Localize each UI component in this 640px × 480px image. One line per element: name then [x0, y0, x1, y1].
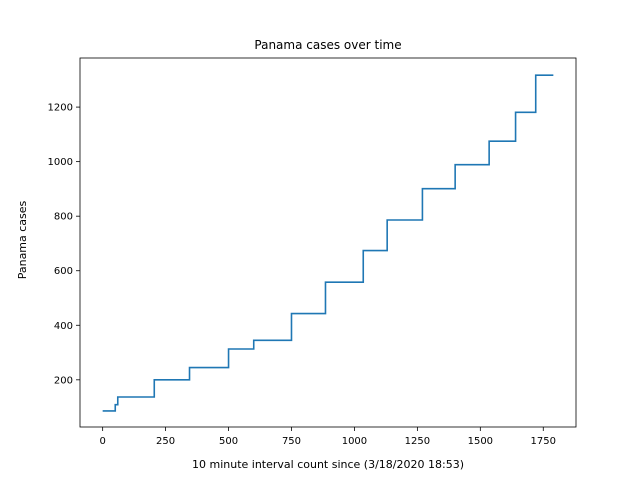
x-axis: 0 250 500 750 1000 1250 1500 1750	[99, 427, 556, 447]
x-tick-label: 1500	[468, 436, 493, 447]
x-tick-label: 1250	[405, 436, 430, 447]
plot-frame	[79, 57, 577, 428]
x-tick-label: 1750	[531, 436, 556, 447]
series-line-0	[102, 74, 554, 412]
x-tick-label: 250	[156, 436, 175, 447]
plot-area	[79, 57, 577, 428]
y-tick-label: 600	[54, 266, 73, 277]
chart-title: Panama cases over time	[254, 38, 401, 52]
y-axis-label: Panama cases	[16, 200, 29, 279]
y-tick-label: 1000	[48, 157, 73, 168]
y-tick-label: 200	[54, 375, 73, 386]
x-axis-label: 10 minute interval count since (3/18/202…	[192, 458, 464, 471]
x-tick-label: 500	[219, 436, 238, 447]
x-tick-label: 1000	[342, 436, 367, 447]
y-tick-label: 1200	[48, 103, 73, 114]
x-tick-label: 750	[282, 436, 301, 447]
y-axis: 200 400 600 800 1000 1200	[48, 103, 80, 386]
y-tick-label: 400	[54, 321, 73, 332]
y-tick-label: 800	[54, 212, 73, 223]
x-tick-label: 0	[99, 436, 105, 447]
